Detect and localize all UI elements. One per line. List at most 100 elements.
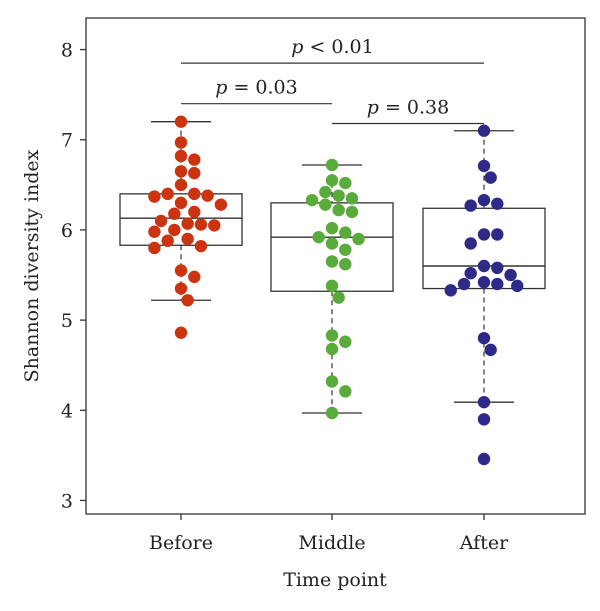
data-point-after: [491, 197, 504, 210]
y-axis: 3 4 5 6 7 8: [61, 40, 86, 512]
data-point-after: [464, 237, 477, 250]
annotation-label: p < 0.01: [291, 36, 373, 58]
annotation-label: p = 0.03: [215, 77, 297, 99]
annotation-label: p = 0.38: [367, 97, 449, 119]
data-point-middle: [319, 198, 332, 211]
data-point-middle: [325, 237, 339, 250]
plot-frame: [85, 17, 586, 515]
data-point-middle: [339, 335, 352, 348]
data-point-middle: [325, 174, 339, 187]
data-point-middle: [319, 185, 332, 199]
data-point-middle: [332, 291, 345, 304]
data-point-before: [188, 153, 201, 166]
x-axis: Before Middle After: [149, 514, 509, 554]
data-point-middle: [345, 192, 359, 205]
data-point-after: [464, 267, 477, 280]
data-point-middle: [325, 279, 339, 293]
iqr-box: [119, 193, 243, 246]
x-tick-label: Middle: [298, 532, 365, 554]
data-point-before: [168, 223, 181, 237]
data-point-middle: [339, 385, 352, 398]
data-point-after: [457, 277, 471, 291]
data-point-middle: [325, 255, 339, 268]
data-point-before: [154, 214, 168, 228]
data-point-middle: [325, 406, 339, 420]
data-point-before: [214, 198, 228, 211]
data-point-middle: [312, 230, 325, 244]
data-point-after: [491, 261, 504, 275]
significance-annotations: p < 0.01 p = 0.03 p = 0.38: [181, 36, 484, 125]
y-tick-label: 7: [61, 130, 73, 152]
data-point-after: [477, 159, 491, 173]
data-point-after: [477, 228, 491, 241]
data-point-before: [174, 165, 188, 178]
data-point-after: [477, 276, 491, 289]
data-point-before: [161, 234, 174, 247]
data-point-middle: [339, 226, 352, 239]
data-point-before: [181, 294, 194, 307]
data-point-before: [181, 232, 194, 246]
data-point-after: [484, 343, 497, 357]
data-point-after: [491, 277, 504, 291]
data-point-after: [477, 193, 491, 207]
data-point-middle: [325, 158, 339, 172]
data-point-after: [444, 284, 457, 297]
y-tick-label: 6: [61, 220, 73, 242]
data-point-after: [491, 228, 504, 241]
y-tick-label: 3: [61, 490, 73, 512]
data-point-before: [148, 225, 161, 238]
data-point-after: [511, 279, 524, 293]
iqr-box: [422, 207, 546, 290]
y-axis-title: Shannon diversity index: [21, 149, 43, 382]
data-point-middle: [345, 205, 359, 219]
data-point-middle: [339, 243, 352, 256]
data-point-before: [174, 282, 188, 295]
data-point-after: [477, 452, 491, 466]
x-tick-label: Before: [149, 532, 213, 554]
data-point-before: [188, 187, 201, 201]
data-point-before: [174, 178, 188, 192]
data-point-middle: [325, 221, 339, 235]
data-point-before: [188, 270, 201, 284]
y-tick-label: 4: [61, 400, 73, 422]
data-point-middle: [332, 189, 345, 202]
data-point-before: [208, 219, 221, 232]
data-point-before: [174, 264, 188, 277]
data-point-before: [161, 187, 174, 201]
data-point-middle: [352, 232, 365, 246]
data-point-middle: [339, 176, 352, 190]
data-point-after: [504, 268, 517, 282]
data-point-after: [477, 331, 491, 345]
data-point-before: [174, 115, 188, 128]
data-points: [148, 115, 524, 466]
data-point-before: [188, 205, 201, 219]
data-point-before: [174, 149, 188, 163]
data-point-after: [477, 124, 491, 137]
data-point-before: [194, 239, 208, 253]
data-point-after: [464, 199, 477, 212]
data-point-before: [188, 166, 201, 180]
data-point-middle: [325, 329, 339, 342]
data-point-before: [194, 218, 208, 231]
data-point-middle: [325, 342, 339, 356]
data-point-after: [477, 259, 491, 273]
data-point-before: [201, 189, 214, 202]
y-tick-label: 8: [61, 40, 73, 62]
data-point-after: [477, 413, 491, 426]
data-point-middle: [325, 375, 339, 388]
data-point-middle: [339, 257, 352, 271]
data-point-before: [174, 196, 188, 210]
x-axis-title: Time point: [283, 569, 387, 591]
data-point-after: [484, 171, 497, 184]
data-point-middle: [305, 193, 319, 207]
y-tick-label: 5: [61, 310, 73, 332]
data-point-before: [148, 241, 161, 255]
data-point-before: [174, 136, 188, 149]
data-point-after: [477, 395, 491, 409]
data-point-before: [168, 207, 181, 220]
x-tick-label: After: [459, 532, 509, 554]
data-point-middle: [332, 203, 345, 217]
data-point-before: [181, 217, 194, 230]
data-point-before: [174, 326, 188, 339]
